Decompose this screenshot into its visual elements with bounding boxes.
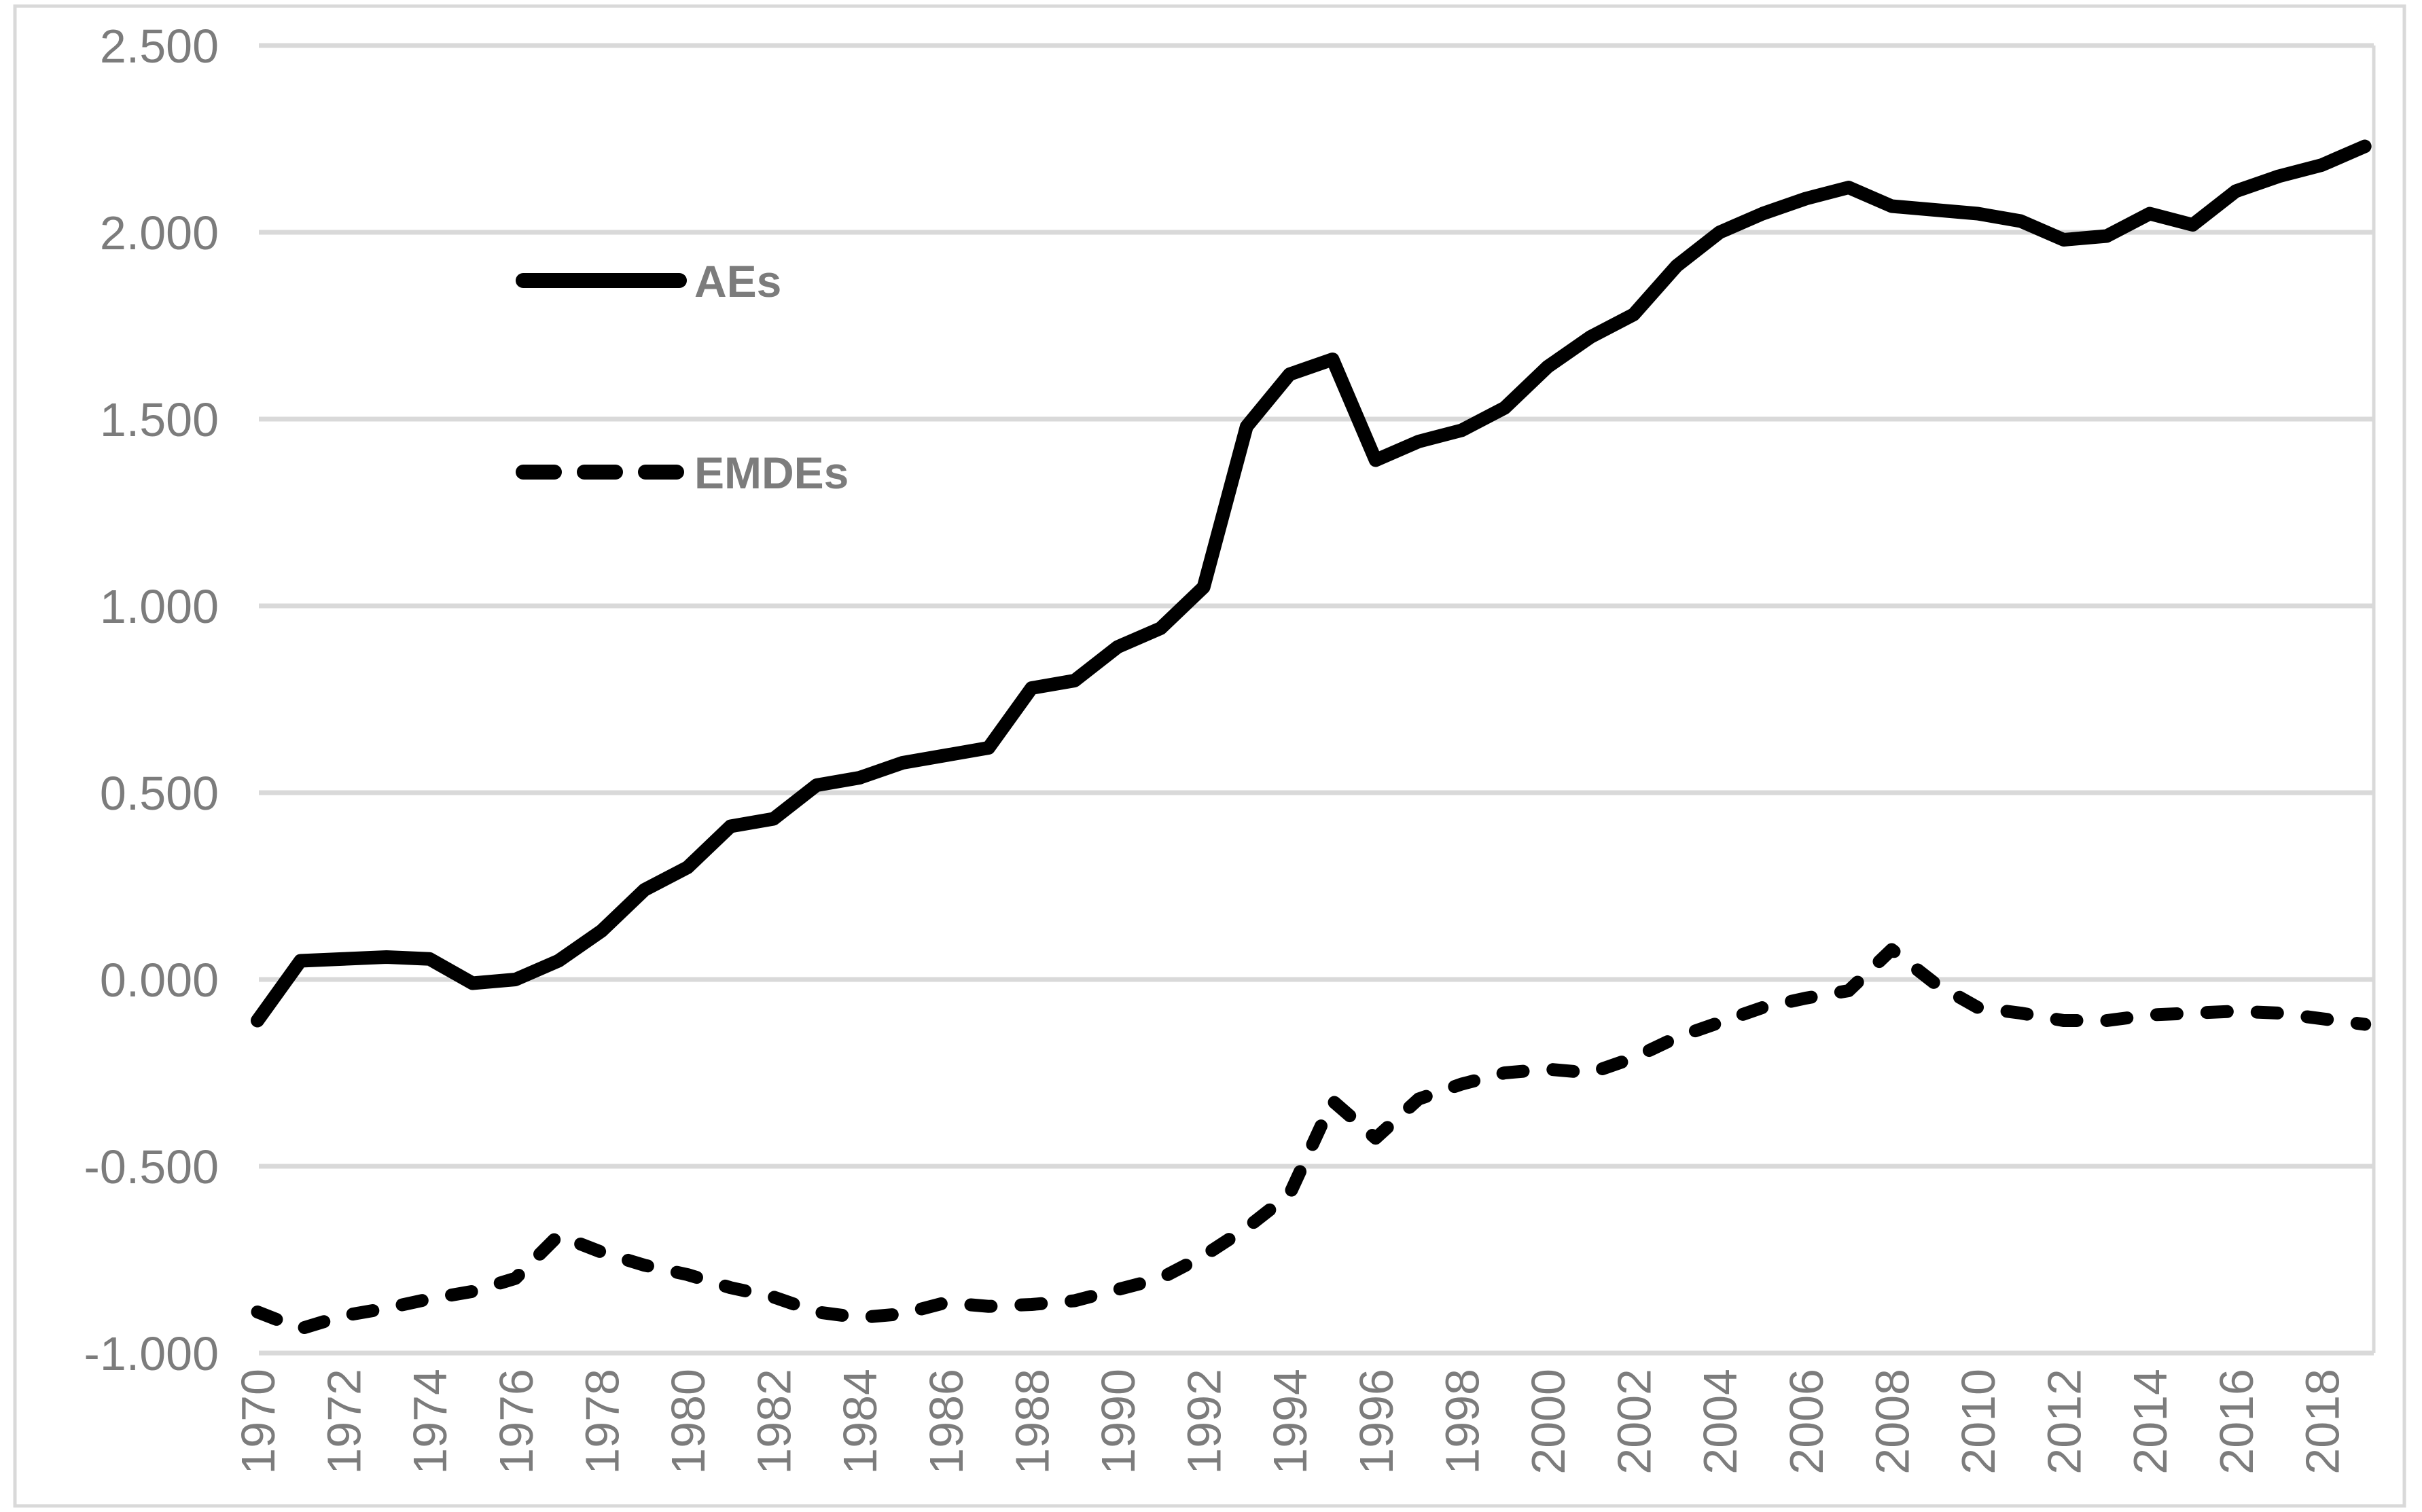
aes-legend-label: AEs (694, 256, 781, 306)
y-tick-label: 0.000 (100, 954, 219, 1007)
x-tick-label: 2002 (1608, 1369, 1661, 1475)
x-axis-labels: 1970 1972 1974 1976 1978 1980 1982 1984 1986 1988… (232, 1369, 2349, 1475)
y-tick-label: 1.000 (100, 580, 219, 633)
emdes-series-line (251, 943, 2372, 1335)
x-tick-label: 2004 (1694, 1369, 1747, 1475)
x-tick-label: 1994 (1264, 1369, 1317, 1475)
x-tick-label: 1990 (1092, 1369, 1145, 1475)
x-tick-label: 2012 (2038, 1369, 2091, 1475)
x-tick-label: 1998 (1436, 1369, 1489, 1475)
y-tick-label: 0.500 (100, 767, 219, 820)
emdes-legend-label: EMDEs (694, 448, 849, 498)
gridlines (259, 43, 2374, 1356)
x-tick-label: 1970 (232, 1369, 285, 1475)
x-tick-label: 2006 (1780, 1369, 1833, 1475)
x-tick-label: 1972 (318, 1369, 371, 1475)
x-tick-label: 1984 (834, 1369, 887, 1475)
figure-border (13, 4, 2406, 1508)
y-tick-label: -1.000 (84, 1327, 219, 1380)
x-tick-label: 2016 (2210, 1369, 2263, 1475)
y-tick-label: -0.500 (84, 1140, 219, 1193)
y-tick-label: 1.500 (100, 393, 219, 446)
y-axis-labels: 2.500 2.000 1.500 1.000 0.500 0.000 -0.500 -1.0… (84, 20, 219, 1380)
x-tick-label: 2018 (2296, 1369, 2349, 1475)
x-tick-label: 1992 (1178, 1369, 1231, 1475)
x-tick-label: 1980 (662, 1369, 715, 1475)
legend: AEs EMDEs (516, 256, 849, 498)
x-tick-label: 1982 (748, 1369, 801, 1475)
x-tick-label: 1988 (1005, 1369, 1058, 1475)
x-tick-label: 2014 (2124, 1369, 2177, 1475)
x-tick-label: 1986 (920, 1369, 973, 1475)
x-tick-label: 2000 (1522, 1369, 1575, 1475)
y-tick-label: 2.000 (100, 206, 219, 259)
x-tick-label: 2008 (1866, 1369, 1919, 1475)
x-tick-label: 1978 (575, 1369, 628, 1475)
x-tick-label: 1976 (490, 1369, 543, 1475)
x-tick-label: 1974 (404, 1369, 457, 1475)
x-tick-label: 1996 (1350, 1369, 1403, 1475)
x-tick-label: 2010 (1952, 1369, 2005, 1475)
y-tick-label: 2.500 (100, 20, 219, 73)
aes-series-line (251, 139, 2372, 1028)
